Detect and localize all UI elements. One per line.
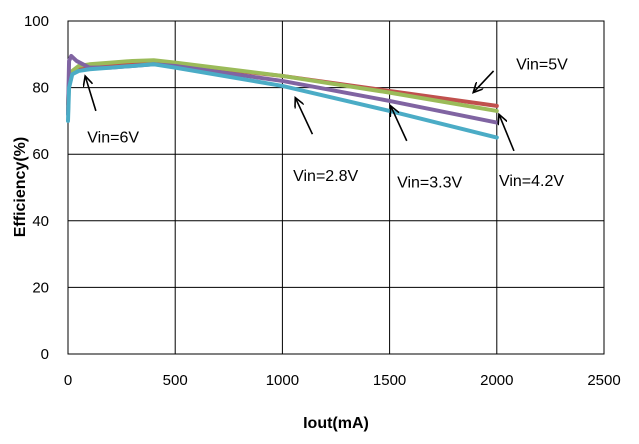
annotation-arrow-vin-2-8v: [295, 98, 314, 135]
y-tick-label: 0: [41, 346, 49, 363]
x-tick-label: 0: [64, 372, 72, 389]
series-lines: [66, 53, 499, 140]
annotation-arrow-vin-5v: [473, 70, 495, 93]
annotations: Vin=6V Vin=2.8V Vin=3.3V Vin=4.2V Vin=5V: [85, 56, 568, 192]
annotation-arrow-vin-6v: [85, 76, 97, 112]
y-tick-label: 20: [32, 279, 49, 296]
x-axis-title: Iout(mA): [303, 415, 369, 432]
x-tick-label: 2000: [480, 372, 513, 389]
x-tick-label: 2500: [587, 372, 620, 389]
x-tick-label: 1500: [373, 372, 406, 389]
annotation-label-vin-3-3v: Vin=3.3V: [397, 175, 462, 192]
annotation-label-vin-4-2v: Vin=4.2V: [499, 173, 564, 190]
series-line-vin-2-8v: [66, 62, 499, 140]
annotation-arrow-vin-3-3v: [391, 106, 408, 142]
y-tick-label: 40: [32, 213, 49, 230]
annotation-label-vin-6v: Vin=6V: [87, 130, 139, 147]
gridlines: [68, 21, 604, 354]
y-tick-label: 100: [24, 13, 49, 30]
y-tick-label: 80: [32, 80, 49, 97]
plot-area: [67, 20, 605, 355]
x-tick-label: 500: [163, 372, 188, 389]
annotation-label-vin-5v: Vin=5V: [516, 56, 568, 73]
x-tick-label: 1000: [266, 372, 299, 389]
annotation-arrow-vin-4-2v: [499, 114, 515, 152]
y-axis-title: Efficiency(%): [12, 137, 29, 237]
y-tick-label: 60: [32, 146, 49, 163]
annotation-label-vin-2-8v: Vin=2.8V: [293, 168, 358, 185]
